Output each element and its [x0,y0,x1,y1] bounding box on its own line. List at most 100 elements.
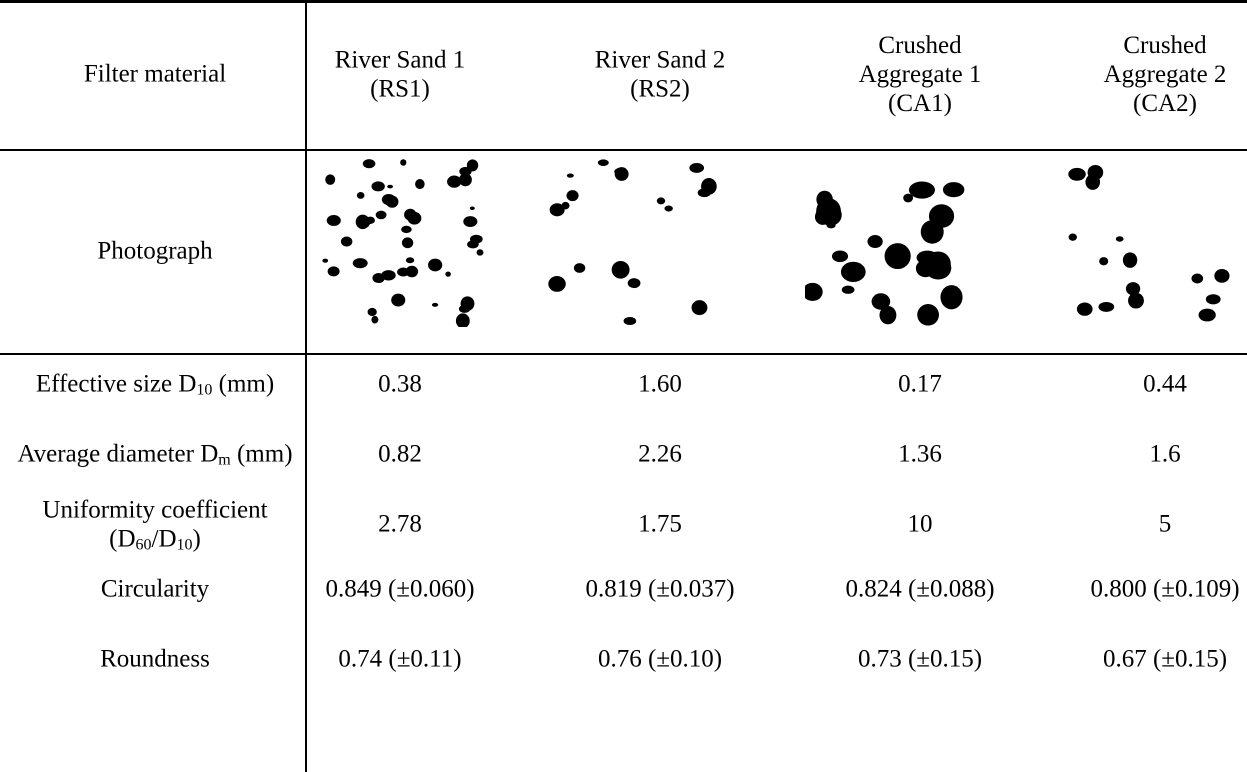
column-header: Crushed Aggregate 1 (CA1) [858,31,982,117]
particle [1087,164,1104,180]
particle [871,293,891,310]
particle [405,265,419,278]
value: 0.82 [378,440,422,468]
photograph [1068,164,1230,322]
value: 0.17 [898,370,942,398]
particle [463,216,478,227]
particle [840,261,866,282]
label-part: 60 [135,536,152,553]
particle [326,215,341,226]
label-part: 10 [176,536,193,553]
photograph [805,181,965,326]
particle [340,236,353,247]
value: 1.60 [638,370,682,398]
photograph [548,159,717,326]
particle [387,184,393,189]
particle [549,203,565,217]
label-part: m [218,451,231,469]
particle [940,285,963,310]
header-rule [0,149,1247,151]
particle [455,313,470,327]
photo-rule [0,353,1247,355]
particle [561,201,570,210]
particle [1191,273,1204,284]
particle [356,192,365,199]
particle [322,258,329,263]
particle [445,271,451,277]
value: 0.38 [378,370,422,398]
particle [458,304,471,313]
label-part: (mm) [212,370,275,398]
particle [627,278,641,289]
value: 0.849 (±0.060) [325,575,475,603]
particle [614,167,626,176]
particle [1198,308,1216,322]
particle [407,211,422,225]
particle [908,181,935,199]
particle [884,243,911,270]
label-part: Effective size D [35,370,197,398]
particle [664,205,673,212]
particle [466,159,479,172]
particle [367,307,377,317]
particle [1068,233,1077,241]
particle [400,159,407,166]
label-part: Circularity [100,575,210,603]
particle [942,182,965,198]
value: 0.67 (±0.15) [1102,645,1228,673]
value: 1.6 [1149,440,1181,468]
value: 5 [1158,510,1172,538]
particle [469,234,483,244]
particle [327,266,340,277]
particle [391,293,406,307]
value: 2.26 [638,440,682,468]
header-label: Filter material [83,60,227,88]
particle [431,302,439,307]
value: 0.824 (±0.088) [845,575,995,603]
particle [371,315,379,324]
row-label: Roundness [15,646,295,675]
row-label: Average diameter Dm (mm) [15,441,295,470]
row-label: Circularity [15,576,295,605]
particle [352,258,368,269]
particle [372,273,385,284]
particle [701,178,717,195]
value: 0.76 (±0.10) [597,645,723,673]
particle [548,276,566,292]
particle [917,304,939,326]
particle [1099,257,1109,266]
particle [573,263,586,273]
particle [597,159,609,166]
particle [362,159,376,169]
value: 0.800 (±0.109) [1090,575,1240,603]
particle [566,190,579,202]
particle [401,237,414,249]
particle [476,249,484,256]
particle [656,197,666,205]
column-rule [305,0,307,772]
particle [381,270,396,281]
label-part: Uniformity coefficient (D [42,496,268,552]
particle [1122,252,1138,268]
particle [355,214,370,230]
label-part: (mm) [230,440,293,468]
particle [405,257,415,264]
particle [691,300,708,316]
row-label: Effective size D10 (mm) [15,371,295,400]
label-part: /D [151,525,177,552]
value: 1.36 [898,440,942,468]
column-header: Crushed Aggregate 2 (CA2) [1103,31,1227,117]
particle [831,250,849,263]
particle [397,267,410,277]
particle [1128,292,1144,309]
particle [381,194,396,206]
particle [401,225,412,234]
value: 10 [907,510,933,538]
row-label: Photograph [97,237,213,265]
row-label: Uniformity coefficient (D60/D10) [15,496,295,554]
particle [1098,301,1115,312]
column-header: River Sand 1 (RS1) [334,46,466,102]
particle [447,175,462,188]
value: 2.78 [378,510,422,538]
